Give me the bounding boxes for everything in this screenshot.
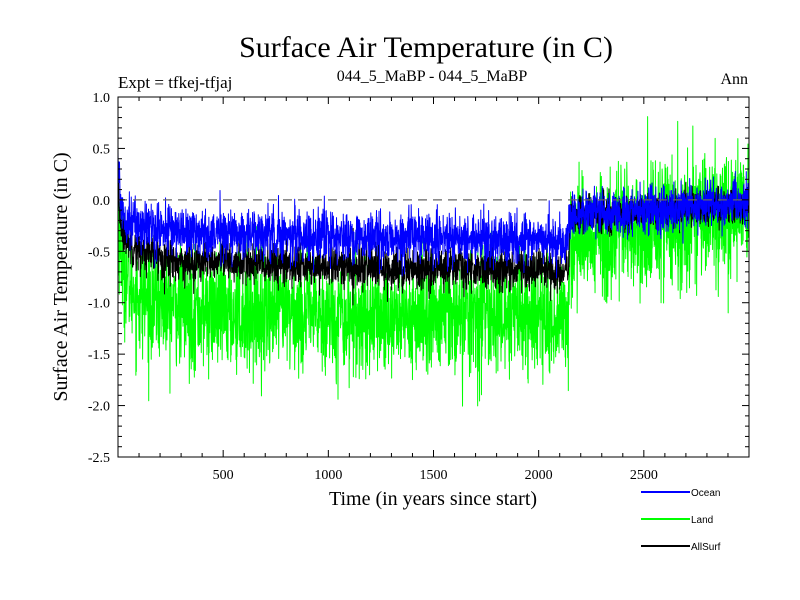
legend: Ocean Land AllSurf [641,488,721,553]
chart-title: Surface Air Temperature (in C) [239,31,613,64]
y-tick-label: -1.5 [88,348,110,363]
x-tick-label: 1500 [420,468,448,483]
x-axis-title: Time (in years since start) [329,488,537,510]
y-axis-title: Surface Air Temperature (in C) [50,152,72,401]
legend-label-allsurf: AllSurf [691,542,721,553]
x-tick-label: 2000 [525,468,553,483]
legend-label-land: Land [691,515,713,526]
y-tick-label: -2.0 [88,400,110,415]
series-layer [118,116,749,407]
y-tick-label: 1.0 [93,91,111,106]
y-tick-label: -2.5 [88,451,110,466]
x-axis: 500 1000 1500 2000 2500 [138,97,729,483]
series-ocean-line [118,150,749,279]
legend-label-ocean: Ocean [691,488,720,499]
plot-area [118,116,749,407]
x-tick-label: 500 [213,468,234,483]
y-tick-label: 0.0 [93,194,111,209]
y-tick-label: -1.0 [88,297,110,312]
x-tick-label: 1000 [314,468,342,483]
expt-label: Expt = tfkej-tfjaj [118,73,232,92]
y-axis: -2.5 -2.0 -1.5 -1.0 -0.5 0.0 0.5 1.0 [88,91,749,466]
y-tick-label: -0.5 [88,245,110,260]
series-land-line [118,116,749,407]
period-label: Ann [720,71,748,88]
x-tick-label: 2500 [630,468,658,483]
y-tick-label: 0.5 [93,142,111,157]
chart-subtitle: 044_5_MaBP - 044_5_MaBP [337,68,528,85]
